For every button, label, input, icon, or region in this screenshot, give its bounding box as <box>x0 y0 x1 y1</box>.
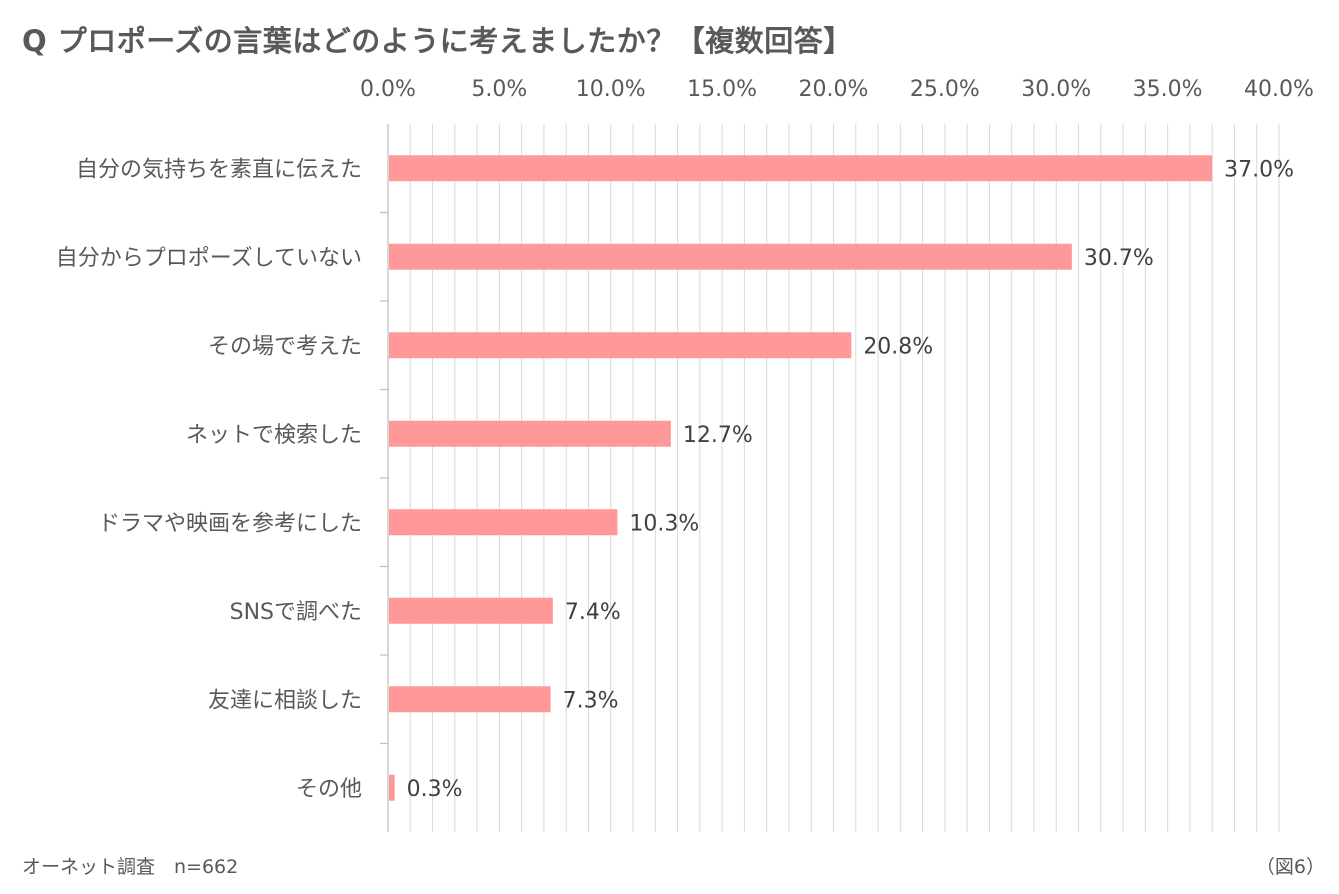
chart-title: Q プロポーズの言葉はどのように考えましたか？【複数回答】 <box>22 24 853 58</box>
x-tick-label: 15.0% <box>687 77 757 102</box>
category-label: その場で考えた <box>208 334 362 359</box>
bar <box>389 686 551 713</box>
bar <box>389 597 553 624</box>
bar <box>389 774 395 801</box>
x-tick-label: 30.0% <box>1021 77 1091 102</box>
category-label: 自分からプロポーズしていない <box>56 246 362 271</box>
bar <box>389 155 1213 182</box>
category-label: ネットで検索した <box>186 423 362 448</box>
x-tick-label: 0.0% <box>360 77 416 102</box>
data-label: 10.3% <box>629 511 699 536</box>
bar <box>389 332 852 359</box>
x-tick-label: 20.0% <box>799 77 869 102</box>
category-label: ドラマや映画を参考にした <box>98 511 362 536</box>
data-label: 0.3% <box>407 777 463 802</box>
category-label: 友達に相談した <box>208 688 362 713</box>
data-label: 30.7% <box>1084 246 1154 271</box>
data-label: 7.3% <box>563 688 619 713</box>
bar <box>389 509 618 536</box>
category-label: 自分の気持ちを素直に伝えた <box>76 157 362 182</box>
x-tick-label: 10.0% <box>576 77 646 102</box>
category-label: その他 <box>296 777 362 802</box>
data-label: 12.7% <box>683 423 753 448</box>
bar <box>389 420 671 447</box>
x-tick-label: 25.0% <box>910 77 980 102</box>
x-tick-label: 35.0% <box>1133 77 1203 102</box>
x-tick-label: 40.0% <box>1244 77 1314 102</box>
x-tick-label: 5.0% <box>471 77 527 102</box>
data-label: 7.4% <box>565 600 621 625</box>
bar <box>389 243 1072 270</box>
data-label: 20.8% <box>863 334 933 359</box>
source-note: オーネット調査 n=662 <box>22 856 239 878</box>
figure-label: （図6） <box>1255 856 1325 878</box>
category-label: SNSで調べた <box>230 600 362 625</box>
data-label: 37.0% <box>1224 157 1294 182</box>
